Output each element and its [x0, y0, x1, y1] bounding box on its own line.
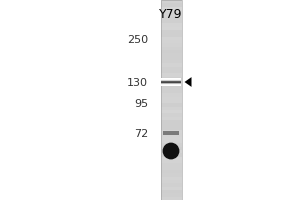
Bar [160, 93, 182, 97]
Bar [160, 7, 182, 10]
Bar [161, 84, 181, 85]
Bar [160, 190, 182, 193]
Bar [160, 170, 182, 173]
Bar [160, 47, 182, 50]
Bar [160, 13, 182, 17]
Bar [160, 77, 182, 80]
Bar [160, 50, 182, 53]
Bar [161, 81, 181, 82]
Bar [160, 60, 182, 63]
Bar [160, 193, 182, 197]
Bar [160, 163, 182, 167]
Bar [160, 197, 182, 200]
Bar [161, 80, 181, 81]
Bar [160, 157, 182, 160]
Bar [160, 37, 182, 40]
Bar [160, 53, 182, 57]
Bar [160, 23, 182, 27]
Bar [160, 73, 182, 77]
Text: 95: 95 [134, 99, 148, 109]
Bar [161, 82, 181, 83]
Bar [160, 127, 182, 130]
Bar [160, 87, 182, 90]
Bar [160, 160, 182, 163]
Bar [160, 150, 182, 153]
Bar [160, 43, 182, 47]
Circle shape [163, 143, 179, 159]
Bar [160, 83, 182, 87]
Polygon shape [184, 77, 191, 87]
Bar [160, 140, 182, 143]
Bar [160, 97, 182, 100]
Bar [160, 120, 182, 123]
Bar [160, 100, 182, 103]
Bar [160, 40, 182, 43]
Bar [160, 27, 182, 30]
Bar [160, 67, 182, 70]
Bar [160, 153, 182, 157]
Bar [160, 103, 182, 107]
Bar [160, 107, 182, 110]
Bar [160, 180, 182, 183]
Bar [161, 85, 181, 86]
Bar [160, 57, 182, 60]
Bar [160, 137, 182, 140]
Bar [160, 177, 182, 180]
Text: 72: 72 [134, 129, 148, 139]
Bar [160, 80, 182, 83]
Bar [160, 147, 182, 150]
Bar [160, 33, 182, 37]
Bar [160, 130, 182, 133]
Bar [160, 3, 182, 7]
Bar [160, 123, 182, 127]
Bar [160, 167, 182, 170]
Bar [161, 78, 181, 79]
Bar [160, 90, 182, 93]
Bar [160, 0, 182, 3]
Bar [160, 187, 182, 190]
Text: Y79: Y79 [159, 8, 183, 21]
Bar [161, 83, 181, 84]
Bar [160, 113, 182, 117]
Bar [160, 63, 182, 67]
Bar [160, 173, 182, 177]
Bar [160, 17, 182, 20]
Bar [160, 30, 182, 33]
Bar [160, 10, 182, 13]
Bar [160, 110, 182, 113]
Bar [160, 183, 182, 187]
Bar [160, 143, 182, 147]
Bar [163, 131, 179, 135]
Bar [160, 133, 182, 137]
Bar [161, 79, 181, 80]
Bar [160, 70, 182, 73]
Text: 250: 250 [127, 35, 148, 45]
Bar [160, 0, 182, 200]
Bar [160, 117, 182, 120]
Bar [160, 20, 182, 23]
Text: 130: 130 [127, 78, 148, 88]
